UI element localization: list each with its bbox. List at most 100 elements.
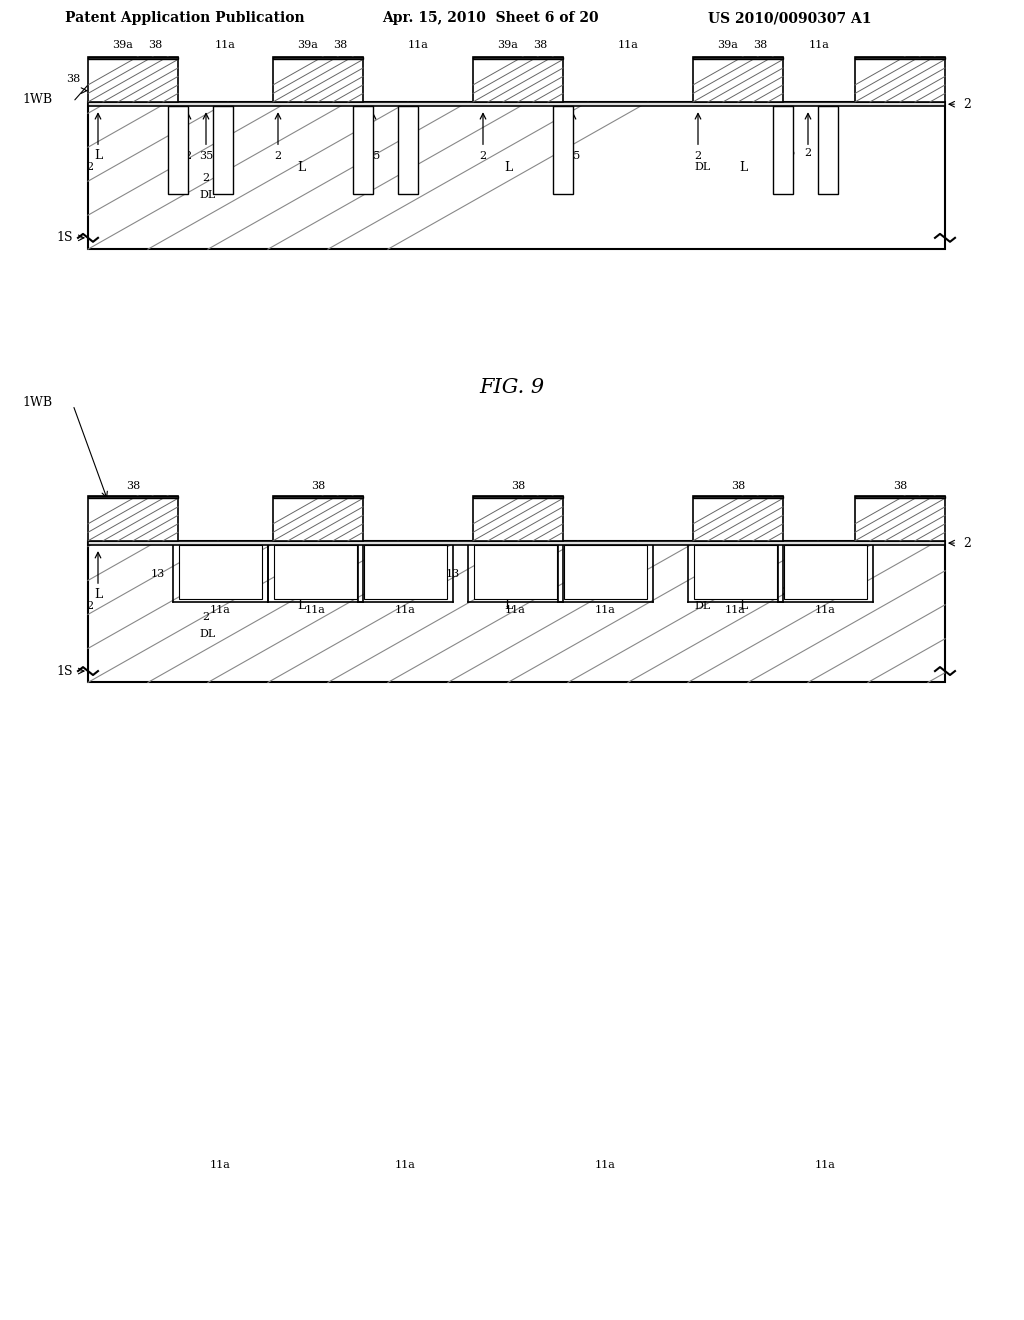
Text: 39a: 39a [498, 41, 518, 50]
Text: 39a: 39a [298, 41, 318, 50]
Text: 38: 38 [333, 41, 347, 50]
Text: 1S: 1S [56, 664, 73, 677]
Bar [773, 107, 793, 194]
Bar [818, 107, 838, 194]
Bar [353, 107, 373, 194]
Text: 2: 2 [274, 150, 282, 161]
Text: DL: DL [695, 162, 711, 172]
Text: 13: 13 [151, 569, 165, 578]
Text: 38: 38 [147, 41, 162, 50]
Text: L: L [94, 149, 102, 162]
Text: 2: 2 [479, 150, 486, 161]
Bar [274, 545, 357, 598]
Text: 38: 38 [532, 41, 547, 50]
Bar [88, 57, 178, 102]
Text: L: L [739, 161, 748, 173]
Text: 11a: 11a [815, 1160, 836, 1170]
Text: 11a: 11a [595, 1160, 616, 1170]
Text: 38: 38 [66, 74, 80, 84]
Bar [273, 57, 362, 59]
Text: 13: 13 [336, 569, 350, 578]
Text: 11a: 11a [725, 606, 745, 615]
Bar [553, 107, 573, 194]
Bar [693, 57, 783, 102]
Bar [88, 541, 945, 682]
Text: 11a: 11a [210, 606, 231, 615]
Text: 38: 38 [753, 41, 767, 50]
Text: 11a: 11a [809, 41, 829, 50]
Bar [474, 545, 557, 598]
Text: 35: 35 [566, 150, 581, 161]
Text: 2: 2 [963, 98, 971, 111]
Text: 11a: 11a [595, 606, 616, 615]
Bar [88, 495, 178, 498]
Text: 35: 35 [566, 590, 581, 599]
Bar [473, 57, 563, 102]
Text: 2: 2 [694, 590, 701, 599]
Text: 38: 38 [511, 480, 525, 491]
Bar [273, 495, 362, 498]
Bar [88, 102, 945, 249]
Text: 11a: 11a [215, 41, 236, 50]
Text: 38: 38 [731, 480, 745, 491]
Text: 11a: 11a [305, 606, 326, 615]
Text: 2: 2 [963, 536, 971, 549]
Bar [473, 57, 563, 59]
Bar [179, 545, 262, 598]
Text: 2: 2 [805, 587, 812, 597]
Text: L: L [94, 589, 102, 601]
Bar [693, 57, 783, 59]
Bar [855, 495, 945, 498]
Bar [473, 495, 563, 541]
Bar [693, 495, 783, 498]
Text: 38: 38 [126, 480, 140, 491]
Text: DL: DL [200, 630, 216, 639]
Bar [855, 495, 945, 541]
Bar [273, 57, 362, 102]
Bar [398, 107, 418, 194]
Text: 38: 38 [311, 480, 326, 491]
Text: 2: 2 [184, 590, 191, 599]
Text: 2: 2 [805, 148, 812, 158]
Bar [213, 107, 233, 194]
Text: 2: 2 [203, 612, 210, 622]
Text: 35: 35 [366, 590, 380, 599]
Bar [88, 495, 178, 541]
Text: 11a: 11a [395, 606, 416, 615]
Text: FIG. 8: FIG. 8 [479, 58, 545, 78]
Text: FIG. 9: FIG. 9 [479, 379, 545, 397]
Text: 11a: 11a [617, 41, 638, 50]
Text: 35: 35 [199, 150, 213, 161]
Text: 11a: 11a [505, 606, 526, 615]
Text: 1WB: 1WB [23, 396, 53, 409]
Text: 1S: 1S [56, 231, 73, 244]
Text: 38: 38 [893, 480, 907, 491]
Bar [564, 545, 647, 598]
Text: 2: 2 [694, 150, 701, 161]
Text: 11a: 11a [408, 41, 428, 50]
Text: L: L [739, 599, 748, 612]
Text: 35: 35 [821, 148, 836, 158]
Bar [855, 57, 945, 59]
Text: 2: 2 [86, 601, 93, 611]
Text: 2: 2 [184, 150, 191, 161]
Text: L: L [297, 161, 305, 173]
Bar [694, 545, 777, 598]
Text: 1WB: 1WB [23, 92, 53, 106]
Text: L: L [504, 161, 512, 173]
Text: 2: 2 [86, 162, 93, 172]
Text: DL: DL [200, 190, 216, 201]
Text: Apr. 15, 2010  Sheet 6 of 20: Apr. 15, 2010 Sheet 6 of 20 [382, 11, 598, 25]
Text: 2: 2 [203, 173, 210, 183]
Text: 35: 35 [821, 587, 836, 597]
Bar [88, 102, 945, 107]
Text: Patent Application Publication: Patent Application Publication [66, 11, 305, 25]
Text: L: L [297, 599, 305, 612]
Text: 2: 2 [274, 590, 282, 599]
Bar [364, 545, 447, 598]
Bar [473, 495, 563, 498]
Text: 39a: 39a [718, 41, 738, 50]
Text: 35: 35 [781, 148, 795, 158]
Text: 11a: 11a [210, 1160, 231, 1170]
Text: 35: 35 [781, 587, 795, 597]
